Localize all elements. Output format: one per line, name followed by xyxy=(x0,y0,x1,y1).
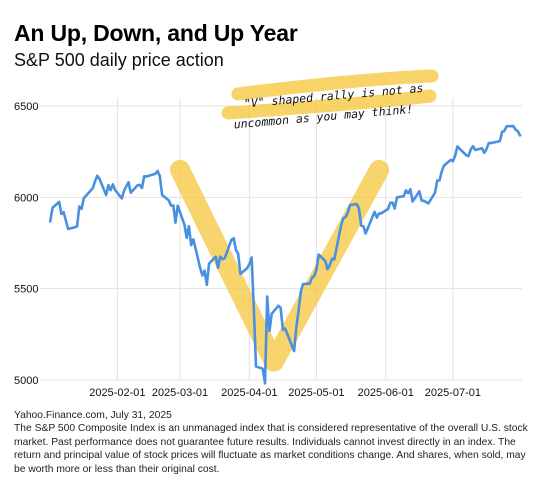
series-line-sp500 xyxy=(48,124,522,385)
v-shape-line xyxy=(170,159,390,372)
footer: Yahoo.Finance.com, July 31, 2025 The S&P… xyxy=(14,409,530,476)
footer-disclaimer: The S&P 500 Composite Index is an unmana… xyxy=(14,423,528,475)
y-tick-label: 6500 xyxy=(14,101,38,113)
footer-source: Yahoo.Finance.com, July 31, 2025 xyxy=(14,410,172,421)
x-tick-label: 2025-06-01 xyxy=(358,387,414,399)
x-tick-label: 2025-02-01 xyxy=(89,387,145,399)
x-tick-label: 2025-07-01 xyxy=(425,387,481,399)
y-axis-ticks: 5000 5500 6000 6500 xyxy=(14,101,38,387)
annotation-highlight xyxy=(221,69,439,120)
gridlines xyxy=(40,98,522,381)
x-tick-label: 2025-03-01 xyxy=(152,387,208,399)
x-tick-label: 2025-04-01 xyxy=(221,387,277,399)
chart-title: An Up, Down, and Up Year xyxy=(14,20,298,46)
chart-subtitle: S&P 500 daily price action xyxy=(14,50,224,70)
y-tick-label: 6000 xyxy=(14,192,38,204)
series-group xyxy=(48,124,522,385)
y-tick-label: 5000 xyxy=(14,375,38,387)
y-tick-label: 5500 xyxy=(14,284,38,296)
x-tick-label: 2025-05-01 xyxy=(288,387,344,399)
v-shape-overlay xyxy=(170,159,390,372)
x-axis-ticks: 2025-02-01 2025-03-01 2025-04-01 2025-05-01… xyxy=(89,387,481,399)
